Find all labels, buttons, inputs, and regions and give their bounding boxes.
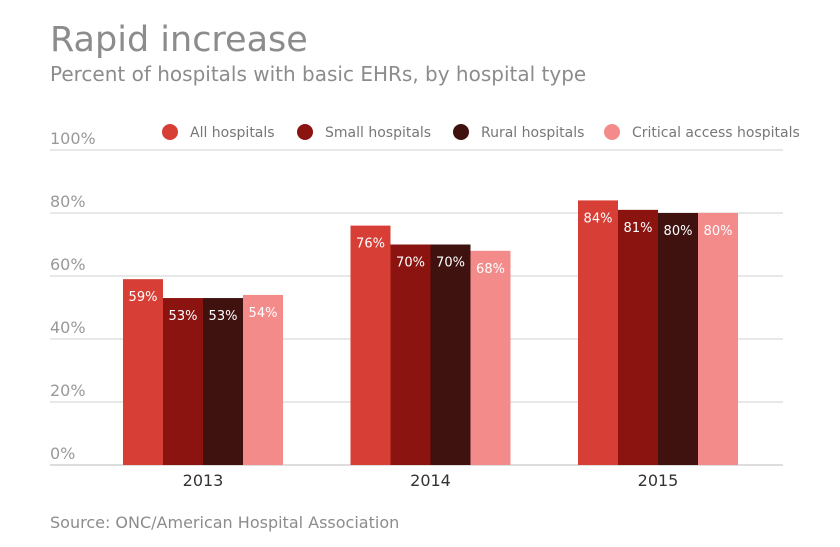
bar <box>430 244 471 465</box>
bar-value-label: 68% <box>476 262 505 277</box>
legend-marker <box>453 124 469 140</box>
chart-subtitle: Percent of hospitals with basic EHRs, by… <box>50 62 587 86</box>
bar-value-label: 54% <box>249 306 278 321</box>
y-tick-label: 80% <box>50 192 86 211</box>
bar <box>618 209 658 465</box>
bar-value-label: 53% <box>209 309 238 324</box>
y-tick-label: 40% <box>50 318 86 337</box>
y-tick-label: 60% <box>50 255 86 274</box>
bar-value-label: 70% <box>436 256 465 271</box>
bar-value-label: 53% <box>169 309 198 324</box>
bar <box>578 200 618 465</box>
bar <box>698 213 738 465</box>
bar-value-label: 80% <box>664 224 693 239</box>
legend-label: Critical access hospitals <box>632 125 800 141</box>
legend-marker <box>604 124 620 140</box>
chart-title: Rapid increase <box>50 20 308 60</box>
y-tick-label: 20% <box>50 381 86 400</box>
x-tick-label: 2013 <box>183 471 224 490</box>
x-tick-label: 2014 <box>410 471 451 490</box>
bar-value-label: 80% <box>704 224 733 239</box>
bar-value-label: 84% <box>584 211 613 226</box>
legend-label: All hospitals <box>190 125 275 141</box>
legend-marker <box>297 124 313 140</box>
bar <box>243 294 283 465</box>
legend: All hospitals Small hospitals Rural hospit… <box>162 124 800 141</box>
bar-value-label: 76% <box>356 237 385 252</box>
y-tick-label: 0% <box>50 444 75 463</box>
bars <box>123 200 738 465</box>
bar-value-label: 81% <box>624 221 653 236</box>
y-tick-label: 100% <box>50 129 96 148</box>
bar <box>123 279 163 465</box>
legend-label: Rural hospitals <box>481 125 584 141</box>
data-labels: 59% 53% 53% 54% 76% 70% 70% 68% 84% 81% 80% 80% <box>129 211 733 324</box>
bar <box>163 298 203 465</box>
bar-value-label: 59% <box>129 290 158 305</box>
bar <box>350 225 391 465</box>
y-axis-labels: 0% 20% 40% 60% 80% 100% <box>50 129 96 463</box>
bar <box>470 250 511 465</box>
legend-marker <box>162 124 178 140</box>
bar <box>390 244 431 465</box>
bar <box>658 213 698 465</box>
x-tick-label: 2015 <box>638 471 679 490</box>
bar <box>203 298 243 465</box>
x-axis-labels: 2013 2014 2015 <box>183 471 679 490</box>
source-note: Source: ONC/American Hospital Associatio… <box>50 513 400 532</box>
legend-label: Small hospitals <box>325 125 431 141</box>
bar-value-label: 70% <box>396 256 425 271</box>
